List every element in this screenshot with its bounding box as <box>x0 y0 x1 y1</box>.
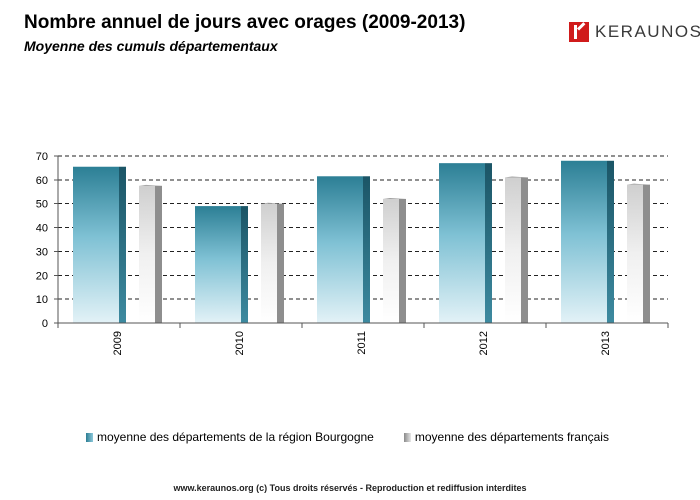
bar-bourgogne-2012 <box>439 163 485 323</box>
bar-bourgogne-side-2013 <box>607 160 614 323</box>
y-tick-label: 10 <box>36 294 48 306</box>
bar-chart: 0 10 20 30 40 50 60 70 2009 2010 2011 2012 2013 <box>36 151 669 355</box>
x-tick-label: 2010 <box>234 331 246 355</box>
bar-france-side-2009 <box>155 185 162 323</box>
bar-bourgogne-2013 <box>561 160 607 323</box>
x-tick-label: 2011 <box>356 331 368 355</box>
bar-france-2012 <box>505 177 521 323</box>
legend-label-france: moyenne des départements français <box>414 430 609 444</box>
bar-bourgogne-side-2012 <box>485 163 492 323</box>
legend-swatch-france <box>403 432 411 442</box>
chart-subtitle: Moyenne des cumuls départementaux <box>24 38 278 54</box>
y-tick-label: 30 <box>36 246 48 258</box>
y-tick-label: 50 <box>36 199 48 211</box>
bar-france-side-2010 <box>277 203 284 323</box>
keraunos-logo: KERAUNOS <box>569 22 700 42</box>
bar-bourgogne-2010 <box>195 206 241 323</box>
bar-france-2010 <box>261 203 277 323</box>
legend-item-france: moyenne des départements français <box>403 430 609 444</box>
keraunos-logo-icon <box>569 22 589 42</box>
y-tick-label: 60 <box>36 175 48 187</box>
axes: 0 10 20 30 40 50 60 70 2009 2010 2011 2012 2013 <box>36 151 669 355</box>
bar-france-2013 <box>627 184 643 323</box>
x-tick-label: 2012 <box>478 331 490 355</box>
bar-france-top-2009 <box>139 184 162 186</box>
bar-bourgogne-side-2011 <box>363 176 370 323</box>
x-tick-label: 2009 <box>112 331 124 355</box>
legend-swatch-bourgogne <box>86 432 93 442</box>
bar-france-top-2011 <box>383 197 406 199</box>
bar-france-top-2010 <box>261 202 284 204</box>
bar-france-side-2012 <box>521 177 528 323</box>
chart-title: Nombre annuel de jours avec orages (2009… <box>24 12 466 33</box>
footer-copyright: www.keraunos.org (c) Tous droits réservé… <box>173 483 527 493</box>
bar-france-side-2013 <box>643 184 650 323</box>
legend-label-bourgogne: moyenne des départements de la région Bo… <box>97 430 374 444</box>
y-tick-label: 20 <box>36 270 48 282</box>
bar-france-2011 <box>383 198 399 323</box>
bar-bourgogne-side-2009 <box>119 166 126 323</box>
legend-item-bourgogne: moyenne des départements de la région Bo… <box>86 430 374 444</box>
y-tick-label: 0 <box>42 318 48 330</box>
bar-bourgogne-side-2010 <box>241 206 248 323</box>
x-tick-label: 2013 <box>600 331 612 355</box>
bars <box>73 160 650 323</box>
bar-france-top-2012 <box>505 176 528 178</box>
bar-france-top-2013 <box>627 183 650 185</box>
y-tick-label: 40 <box>36 223 48 235</box>
y-tick-label: 70 <box>36 151 48 163</box>
bar-bourgogne-2009 <box>73 166 119 323</box>
logo-text: KERAUNOS <box>595 22 700 41</box>
bar-france-side-2011 <box>399 198 406 323</box>
bar-bourgogne-2011 <box>317 176 363 323</box>
legend: moyenne des départements de la région Bo… <box>86 430 609 444</box>
bar-france-2009 <box>139 185 155 323</box>
